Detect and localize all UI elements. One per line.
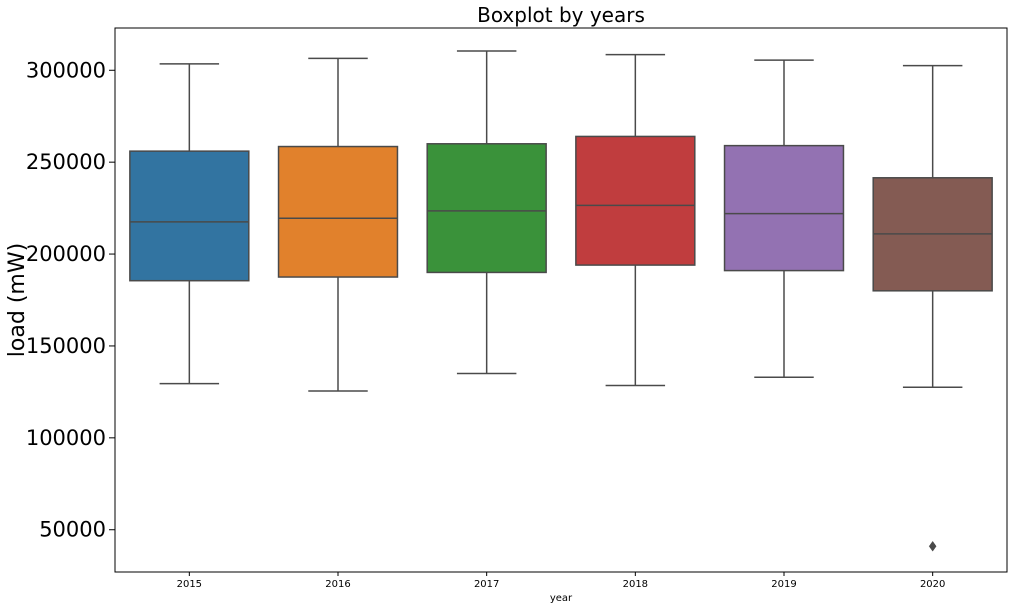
box-body bbox=[129, 150, 250, 282]
y-tick-label: 100000 bbox=[26, 426, 106, 450]
outlier-point bbox=[928, 540, 937, 552]
box-group-2018 bbox=[575, 53, 696, 387]
plot-area: 50000 100000 150000 200000 250000 300000 2015 2… bbox=[26, 50, 993, 590]
x-tick-label: 2017 bbox=[474, 579, 499, 590]
x-tick-label: 2018 bbox=[623, 579, 648, 590]
x-axis-label: year bbox=[550, 593, 573, 604]
y-tick-label: 200000 bbox=[26, 242, 106, 266]
box-group-2017 bbox=[426, 50, 547, 375]
box-group-2020 bbox=[872, 64, 993, 552]
box-body bbox=[277, 145, 399, 278]
y-axis-label: load (mW) bbox=[5, 243, 30, 357]
box-body bbox=[575, 135, 696, 266]
x-tick-label: 2016 bbox=[325, 579, 350, 590]
y-tick-label: 150000 bbox=[26, 334, 106, 358]
plot-frame bbox=[114, 27, 1008, 573]
y-tick-label: 250000 bbox=[26, 150, 106, 174]
y-tick-label: 300000 bbox=[26, 58, 106, 82]
x-tick-label: 2019 bbox=[771, 579, 796, 590]
box-group-2019 bbox=[723, 59, 845, 378]
box-group-2016 bbox=[277, 57, 399, 392]
chart-title: Boxplot by years bbox=[477, 3, 645, 27]
x-tick-label: 2015 bbox=[177, 579, 202, 590]
x-tick-label: 2020 bbox=[920, 579, 945, 590]
box-body bbox=[723, 144, 845, 272]
box-group-2015 bbox=[129, 63, 250, 385]
y-tick-label: 50000 bbox=[39, 518, 106, 542]
box-body bbox=[426, 143, 547, 274]
